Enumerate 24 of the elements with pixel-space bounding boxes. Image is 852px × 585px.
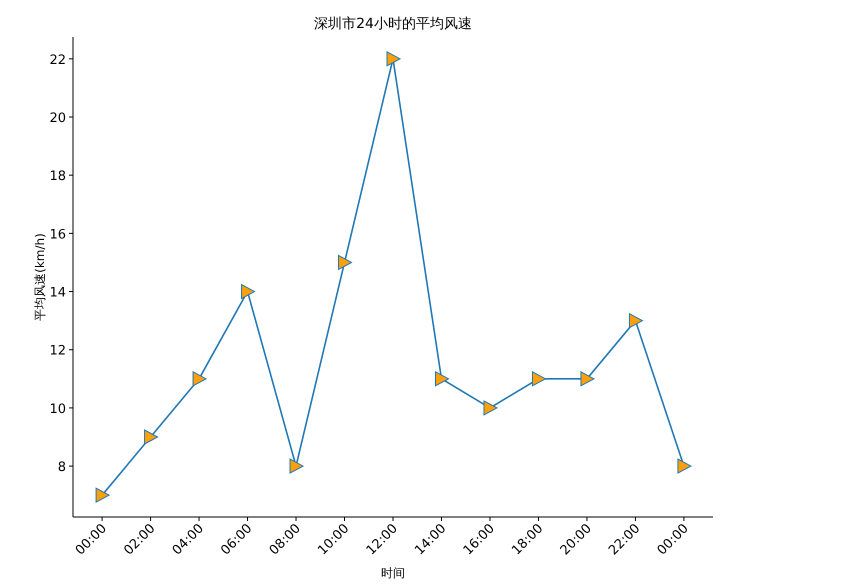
- point: [580, 371, 594, 386]
- point: [532, 371, 546, 386]
- point: [290, 458, 304, 474]
- y-tick-label: 16: [49, 227, 66, 242]
- point: [144, 430, 158, 444]
- y-tick-label: 22: [49, 52, 66, 68]
- x-axis-title: 时间: [381, 566, 405, 580]
- point: [677, 458, 692, 474]
- chart-title: 深圳市24小时的平均风速: [314, 16, 472, 32]
- point: [241, 284, 256, 300]
- point: [338, 254, 352, 270]
- y-tick-label: 14: [49, 286, 66, 301]
- y-tick-label: 18: [49, 169, 66, 184]
- y-tick-label: 12: [49, 344, 66, 359]
- point: [628, 313, 643, 328]
- point: [96, 488, 110, 503]
- point: [192, 371, 207, 386]
- y-tick-label: 10: [49, 402, 66, 417]
- point: [434, 371, 449, 386]
- y-tick-label: 20: [49, 111, 66, 126]
- point: [386, 51, 400, 66]
- point: [483, 400, 498, 416]
- y-axis-title: 平均风速(km/h): [33, 233, 47, 321]
- y-tick-label: 8: [58, 460, 66, 476]
